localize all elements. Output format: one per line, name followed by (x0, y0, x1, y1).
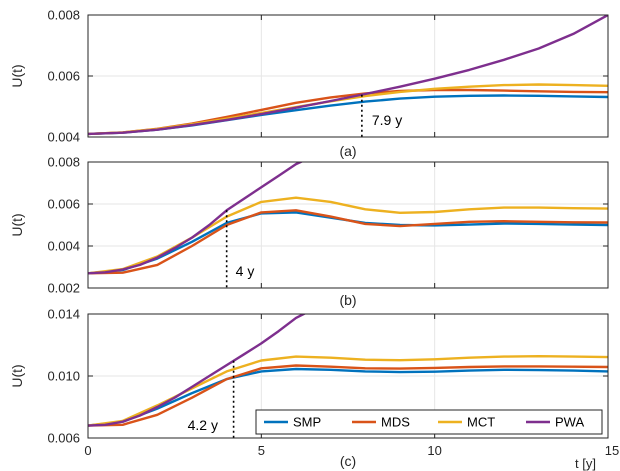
y-tick-label: 0.006 (47, 431, 80, 446)
panel-1: 4 y 0.002 0.004 0.006 0.008 U(t) (b) (9, 155, 609, 308)
y-axis-label: U(t) (9, 213, 25, 236)
y-tick-label: 0.006 (47, 197, 80, 212)
y-tick-label: 0.004 (47, 130, 80, 145)
panel-0: 7.9 y 0.004 0.006 0.008 U(t) (a) (9, 8, 609, 159)
series-line-pwa (88, 162, 304, 275)
axes-frame (87, 161, 609, 289)
y-axis-label: U(t) (9, 64, 25, 87)
legend-label: PWA (555, 415, 584, 430)
y-axis-label: U(t) (9, 364, 25, 387)
series-line-mds (88, 364, 608, 427)
series-group (88, 15, 608, 136)
series-group (88, 314, 608, 427)
y-tick-label: 0.008 (47, 8, 80, 23)
plot-area (88, 162, 608, 288)
panel-label: (b) (339, 292, 356, 308)
y-tick-label: 0.010 (47, 369, 80, 384)
series-line-smp (88, 367, 608, 427)
panel-label: (a) (339, 143, 356, 159)
series-line-mds (88, 209, 608, 275)
panel-label: (c) (340, 453, 356, 469)
x-tick-label: 10 (427, 443, 441, 458)
y-tick-label: 0.014 (47, 307, 80, 322)
legend: SMP MDS MCT PWA (255, 409, 603, 435)
series-group (88, 162, 608, 275)
annotation-label: 7.9 y (372, 112, 402, 128)
x-tick-label: 15 (605, 443, 619, 458)
series-line-pwa (88, 15, 608, 136)
legend-label: SMP (293, 415, 321, 430)
panel-2: 4.2 y 0.006 0.010 0.014 U(t) (c) (9, 307, 609, 469)
y-tick-label: 0.004 (47, 239, 80, 254)
x-tick-label: 0 (84, 443, 91, 458)
series-line-pwa (88, 314, 307, 427)
annotation-label: 4.2 y (188, 417, 218, 433)
y-tick-label: 0.006 (47, 69, 80, 84)
x-tick-label: 5 (258, 443, 265, 458)
x-axis-label: t [y] (575, 456, 596, 471)
legend-label: MCT (467, 415, 495, 430)
y-tick-label: 0.008 (47, 155, 80, 170)
y-tick-label: 0.002 (47, 281, 80, 296)
annotation-label: 4 y (236, 263, 255, 279)
legend-label: MDS (381, 415, 410, 430)
